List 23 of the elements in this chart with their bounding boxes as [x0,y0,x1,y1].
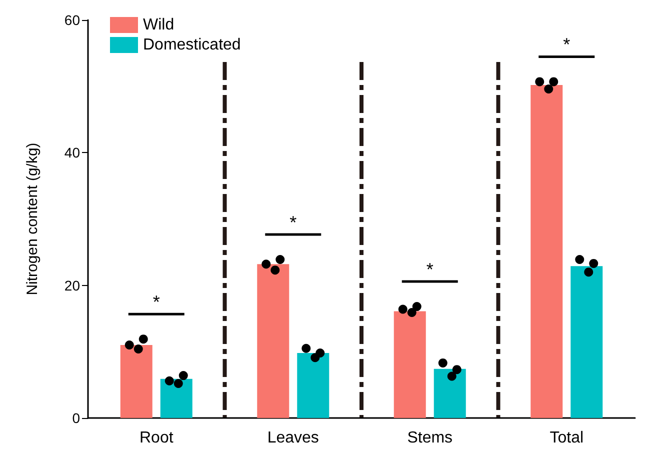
bar [570,266,603,418]
annotation: * [563,34,570,55]
bar [160,378,192,418]
x-tick-label: Stems [407,430,453,446]
bar [394,311,426,418]
y-tick-label: 60 [64,12,80,28]
annotation: * [290,212,297,232]
legend-label: Wild [143,16,174,34]
y-axis-title: Nitrogen content (g/kg) [24,142,41,296]
y-tick-label: 20 [64,277,80,294]
bar [297,352,330,418]
annotation: * [426,260,434,280]
legend-label: Domesticated [143,36,241,54]
y-tick-label: 0 [72,410,80,426]
x-tick-label: Root [139,430,174,446]
bar [120,345,152,418]
y-tick-label: 40 [64,144,80,161]
x-tick-label: Total [550,430,584,446]
bar [434,368,466,418]
bar [257,264,290,418]
x-tick-label: Leaves [267,430,319,446]
annotation: * [152,292,160,312]
bar [530,85,563,418]
